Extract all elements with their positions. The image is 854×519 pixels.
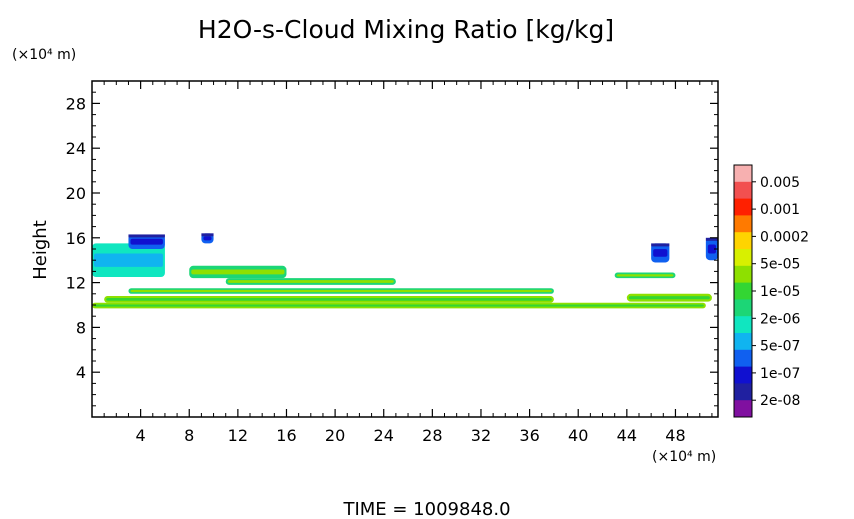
x-tick-label: 32 [471, 426, 491, 445]
x-unit-label: (×10⁴ m) [652, 449, 716, 465]
colorbar-swatch [734, 232, 752, 250]
plot-area [92, 233, 718, 309]
colorbar-swatch [734, 366, 752, 384]
cloud-region [614, 272, 676, 279]
colorbar-swatch [734, 316, 752, 334]
colorbar-label: 2e-08 [760, 393, 800, 409]
colorbar-swatch [734, 215, 752, 233]
colorbar-swatch [734, 165, 752, 183]
x-tick-label: 40 [568, 426, 588, 445]
x-tick-label: 8 [184, 426, 194, 445]
colorbar-swatch [734, 282, 752, 300]
cloud-region [201, 233, 214, 244]
colorbar-swatch [734, 198, 752, 216]
y-axis-label: Height [30, 220, 51, 280]
x-tick-label: 12 [228, 426, 248, 445]
colorbar: 0.005 0.001 0.0002 5e-05 1e-05 2e-06 5e-07 1e-0… [733, 164, 809, 418]
y-axis: 4 8 12 16 20 24 28 [66, 91, 718, 407]
y-tick-label: 16 [66, 229, 86, 248]
cloud-region [128, 288, 554, 294]
colorbar-label: 0.0002 [760, 229, 809, 245]
chart-title: H2O-s-Cloud Mixing Ratio [kg/kg] [198, 15, 614, 44]
colorbar-label: 0.001 [760, 202, 800, 218]
cloud-region [626, 293, 712, 302]
colorbar-label: 2e-06 [760, 311, 800, 327]
colorbar-swatch [734, 383, 752, 401]
cloud-region [92, 243, 165, 277]
colorbar-label: 0.005 [760, 175, 800, 191]
colorbar-swatch [734, 400, 752, 418]
x-tick-label: 24 [374, 426, 394, 445]
cloud-region [92, 302, 706, 309]
x-tick-label: 28 [422, 426, 442, 445]
y-tick-label: 8 [76, 318, 86, 337]
cloud-region [189, 265, 287, 279]
cloud-region [651, 243, 670, 263]
cloud-region [225, 278, 396, 285]
x-tick-label: 48 [665, 426, 685, 445]
cloud-region [128, 234, 165, 249]
colorbar-swatch [734, 349, 752, 368]
y-tick-label: 24 [66, 139, 86, 158]
y-tick-label: 28 [66, 94, 86, 113]
colorbar-label: 5e-07 [760, 339, 800, 355]
cloud-region [104, 296, 554, 303]
colorbar-swatch [734, 333, 752, 351]
cloud-region [705, 237, 718, 261]
x-tick-label: 44 [617, 426, 637, 445]
x-axis: 4 8 12 16 20 24 28 32 36 40 44 48 [103, 81, 713, 445]
y-tick-label: 20 [66, 184, 86, 203]
colorbar-swatch [734, 249, 752, 267]
colorbar-swatch [734, 181, 752, 200]
colorbar-label: 5e-05 [760, 257, 800, 273]
x-tick-label: 4 [136, 426, 146, 445]
colorbar-swatch [734, 299, 752, 317]
time-label: TIME = 1009848.0 [342, 499, 510, 519]
colorbar-label: 1e-05 [760, 284, 800, 300]
x-tick-label: 36 [519, 426, 539, 445]
x-tick-label: 20 [325, 426, 345, 445]
y-unit-label: (×10⁴ m) [12, 47, 76, 63]
y-tick-label: 4 [76, 363, 86, 382]
colorbar-swatch [734, 265, 752, 284]
plot-frame [91, 80, 719, 418]
y-tick-label: 12 [66, 274, 86, 293]
x-tick-label: 16 [276, 426, 296, 445]
colorbar-label: 1e-07 [760, 366, 800, 382]
